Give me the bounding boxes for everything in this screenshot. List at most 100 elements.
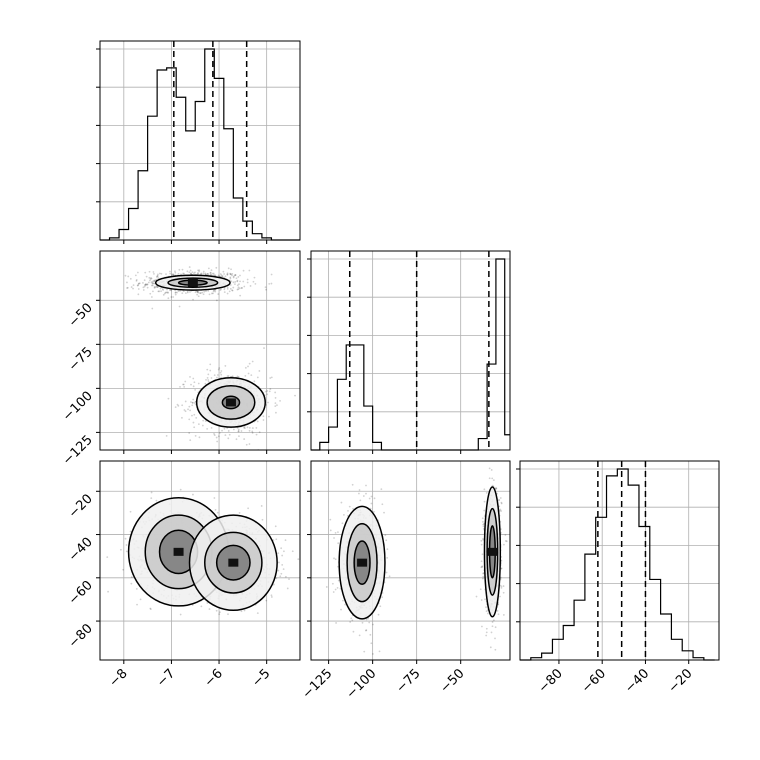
sample-point [359,499,362,502]
sample-point [203,290,206,293]
sample-point [482,575,485,578]
sample-point [210,269,213,272]
sample-point [187,408,189,411]
sample-point [265,288,267,291]
sample-point [189,376,191,378]
sample-point [333,537,335,539]
sample-point [136,271,139,274]
sample-point [274,405,277,407]
sample-point [206,273,209,275]
sample-point [209,273,212,276]
sample-point [365,492,367,495]
sample-point [226,375,229,378]
sample-point [197,269,199,272]
sample-point [500,502,503,505]
sample-point [482,525,485,528]
sample-point [156,275,159,278]
sample-point [274,525,277,528]
sample-point [482,537,485,540]
density-peak [225,398,236,407]
sample-point [205,290,207,293]
sample-point [202,272,205,275]
sample-point [207,379,210,381]
sample-point [247,372,250,375]
sample-point [214,274,217,277]
sample-point [152,271,155,273]
sample-point [210,292,213,295]
sample-point [340,501,343,504]
sample-point [386,548,389,551]
sample-point [207,267,210,270]
sample-point [174,270,176,273]
sample-point [334,558,337,561]
sample-point [184,410,187,413]
sample-point [268,390,271,393]
sample-point [380,488,383,491]
sample-point [201,291,204,294]
sample-point [243,609,246,612]
sample-point [246,281,249,284]
sample-point [291,550,294,553]
sample-point [247,365,249,368]
sample-point [204,420,207,422]
sample-point [264,390,267,393]
sample-point [218,367,221,369]
sample-point [231,274,233,277]
sample-point [190,383,192,386]
sample-point [251,431,254,434]
sample-point [235,277,238,280]
sample-point [236,284,239,287]
sample-point [481,565,484,568]
sample-point [229,287,232,290]
sample-point [227,613,229,616]
sample-point [188,418,191,421]
density-contour [206,384,256,420]
sample-point [209,272,212,274]
sample-point [481,520,484,523]
sample-point [135,279,138,282]
sample-point [480,560,483,563]
y-tick-label: −75 [66,345,96,375]
sample-point [196,293,199,296]
sample-point [220,370,223,372]
sample-point [234,274,237,277]
sample-point [153,280,156,283]
sample-point [494,648,497,651]
sample-point [226,272,229,275]
sample-point [480,566,483,569]
sample-point [153,279,156,282]
sample-point [485,491,488,494]
sample-point [231,289,234,292]
sample-point [275,538,278,541]
sample-point [126,287,128,289]
sample-point [198,270,200,273]
sample-point [240,610,243,613]
histogram-panel [96,40,301,244]
sample-point [215,299,218,302]
sample-point [174,291,177,294]
sample-point [497,499,500,502]
sample-point [177,404,180,407]
sample-point [238,283,240,285]
sample-point [502,591,505,594]
sample-point [182,383,184,386]
sample-point [129,277,132,280]
sample-point [204,272,207,275]
sample-point [488,477,491,480]
sample-point [286,587,289,590]
sample-point [166,291,169,294]
sample-point [223,291,226,294]
sample-point [498,499,501,501]
sample-point [256,612,259,615]
sample-point [329,518,332,521]
sample-point [274,397,277,399]
sample-point [134,274,137,277]
sample-point [156,275,159,277]
sample-point [279,399,281,402]
sample-point [146,283,149,286]
sample-point [130,286,133,288]
sample-point [196,291,199,294]
sample-point [336,586,339,589]
sample-point [162,289,165,291]
sample-point [500,567,503,570]
